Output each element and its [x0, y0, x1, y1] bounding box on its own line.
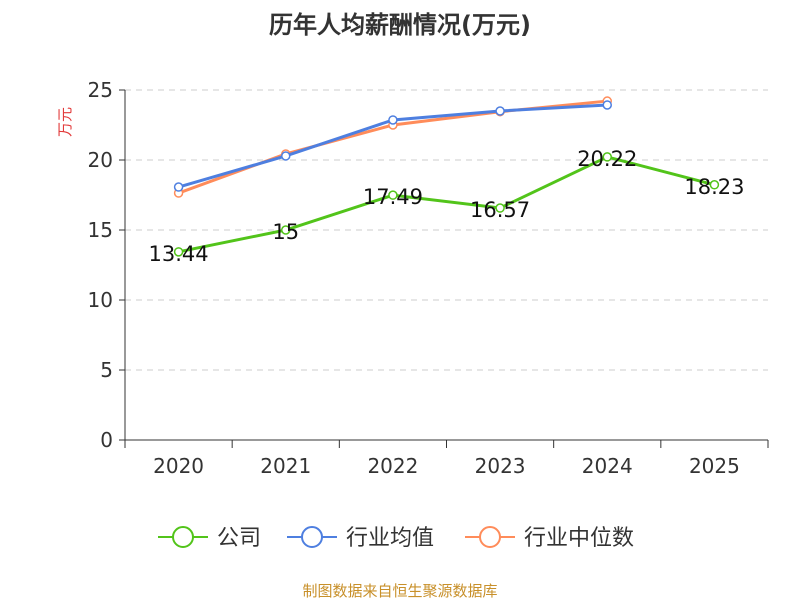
legend-item[interactable]: 行业均值 [287, 526, 434, 551]
legend-item[interactable]: 公司 [158, 526, 261, 551]
y-tick-label: 5 [100, 358, 113, 382]
legend-item[interactable]: 行业中位数 [465, 526, 634, 551]
data-point[interactable] [602, 152, 612, 162]
data-label: 20.22 [577, 147, 637, 171]
data-point[interactable] [709, 180, 720, 190]
data-label: 15 [272, 220, 299, 244]
x-tick-label: 2023 [475, 454, 526, 478]
legend-circle-icon [301, 526, 323, 548]
data-point[interactable] [602, 100, 612, 110]
data-point[interactable] [281, 151, 291, 161]
y-tick-label: 10 [88, 288, 113, 312]
data-point[interactable] [495, 106, 505, 116]
data-label: 18.23 [684, 175, 744, 199]
y-tick-label: 20 [88, 148, 113, 172]
series-line [178, 155, 715, 254]
data-point[interactable] [388, 115, 398, 125]
data-point[interactable] [173, 247, 184, 257]
y-tick-label: 25 [88, 78, 113, 102]
data-point[interactable] [495, 203, 505, 213]
data-label: 16.57 [470, 198, 530, 222]
x-tick-label: 2024 [582, 454, 633, 478]
legend-label: 行业均值 [346, 526, 434, 551]
legend-label: 公司 [217, 526, 261, 551]
legend-circle-icon [479, 526, 501, 548]
x-tick-label: 2021 [260, 454, 311, 478]
data-point[interactable] [173, 182, 184, 192]
y-axis-label: 万元 [56, 107, 74, 137]
source-note: 制图数据来自恒生聚源数据库 [302, 582, 497, 600]
y-tick-label: 0 [100, 428, 113, 452]
legend-label: 行业中位数 [524, 526, 634, 551]
series-line [178, 99, 608, 195]
y-tick-label: 15 [88, 218, 113, 242]
x-tick-label: 2022 [367, 454, 418, 478]
x-tick-label: 2020 [153, 454, 204, 478]
legend-circle-icon [172, 526, 194, 548]
data-label: 17.49 [363, 185, 423, 209]
data-label: 13.44 [149, 242, 209, 266]
chart-title: 历年人均薪酬情况(万元) [269, 11, 531, 39]
x-tick-label: 2025 [689, 454, 740, 478]
data-point[interactable] [281, 225, 291, 235]
data-point[interactable] [388, 190, 398, 200]
